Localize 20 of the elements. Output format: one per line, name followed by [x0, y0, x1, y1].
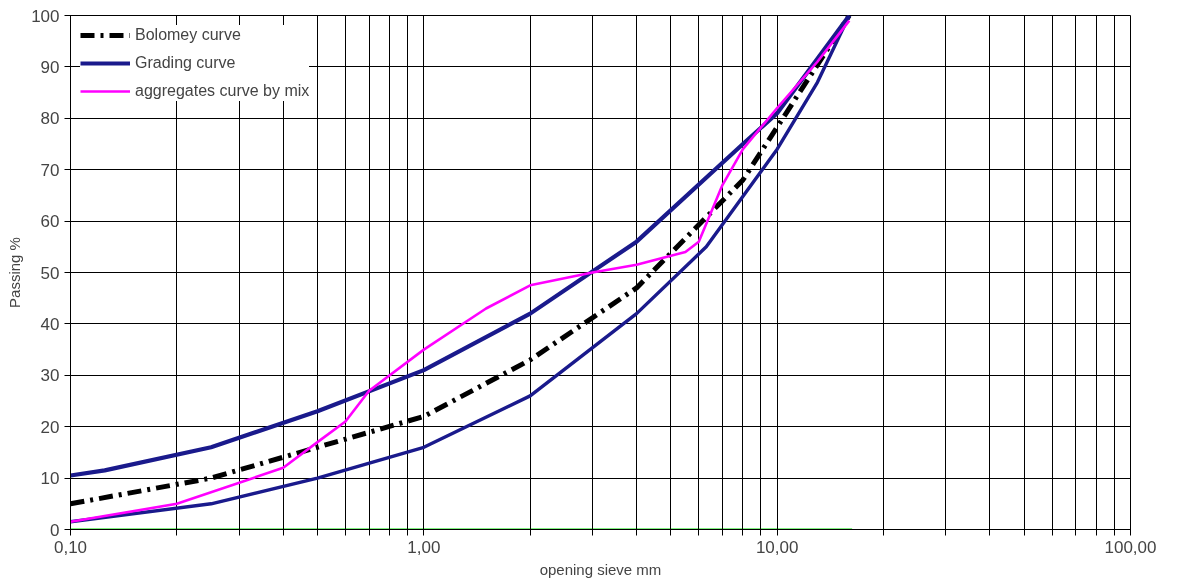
x-tick-label: 0,10 — [53, 537, 88, 557]
y-tick-label: 30 — [40, 366, 60, 386]
legend-label: Grading curve — [135, 54, 236, 72]
y-tick-label: 90 — [40, 57, 60, 77]
y-tick-label: 50 — [40, 263, 60, 283]
y-tick-label: 60 — [40, 212, 60, 232]
y-tick-label: 100 — [31, 6, 60, 26]
legend-label: aggregates curve by mix — [135, 82, 310, 100]
y-tick-label: 20 — [40, 417, 60, 437]
x-tick-label: 1,00 — [407, 537, 441, 557]
y-tick-label: 0 — [50, 520, 60, 540]
y-tick-label: 40 — [40, 314, 60, 334]
y-tick-label: 80 — [40, 109, 60, 129]
x-axis-title: opening sieve mm — [539, 560, 662, 578]
y-tick-label: 70 — [40, 160, 60, 180]
y-tick-label: 10 — [40, 469, 60, 489]
y-axis-title: Passing % — [6, 237, 24, 308]
legend-label: Bolomey curve — [135, 26, 241, 44]
x-tick-label: 10,00 — [755, 537, 799, 557]
x-tick-label: 100,00 — [1104, 537, 1157, 557]
